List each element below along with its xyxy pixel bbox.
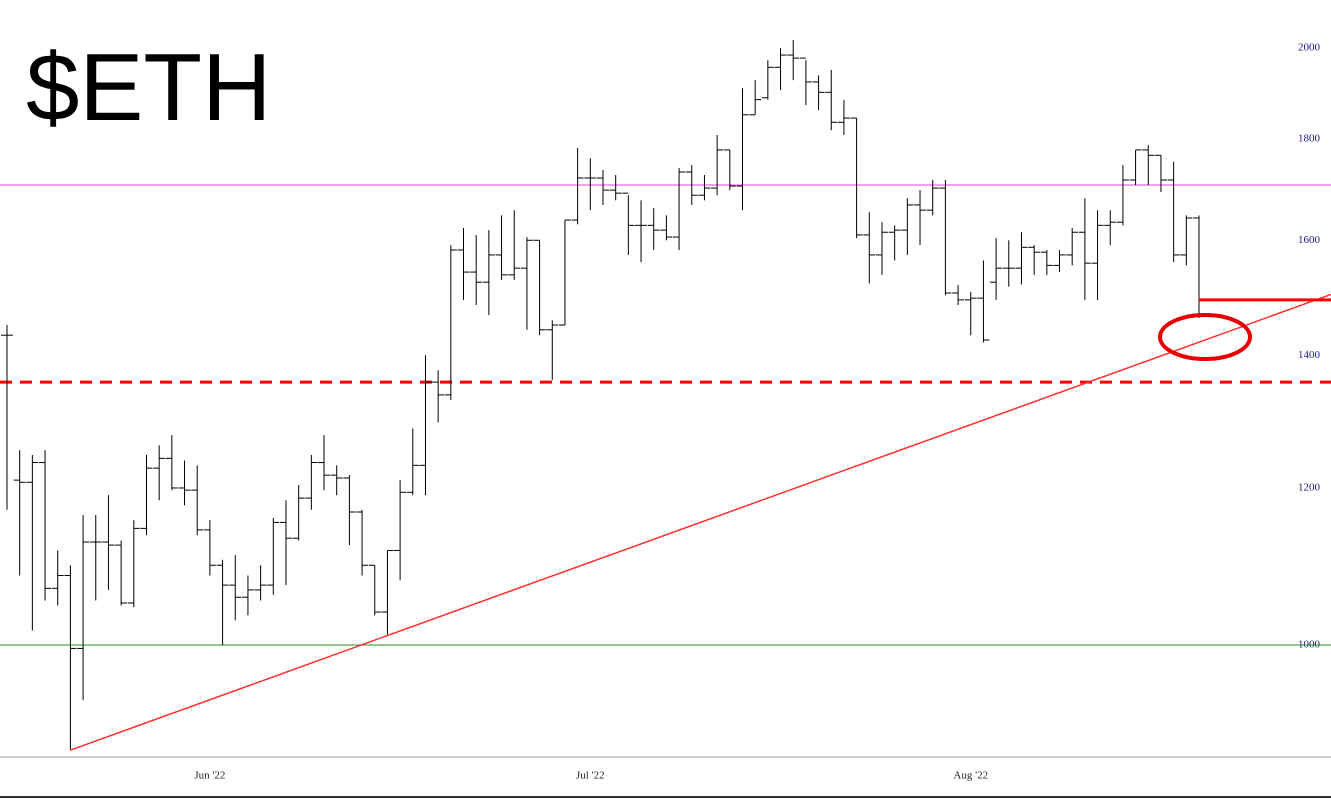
x-tick-label: Aug '22 xyxy=(953,770,988,782)
y-tick-label: 1200 xyxy=(1298,482,1321,494)
trendline xyxy=(70,293,1331,751)
y-tick-label: 1800 xyxy=(1298,132,1321,144)
x-tick-label: Jun '22 xyxy=(194,770,225,782)
y-tick-label: 1400 xyxy=(1298,349,1321,361)
y-tick-label: 1600 xyxy=(1298,234,1321,246)
x-tick-label: Jul '22 xyxy=(576,770,605,782)
y-tick-label: 2000 xyxy=(1298,42,1321,54)
highlight-ellipse xyxy=(1158,313,1252,361)
chart-title: $ETH xyxy=(26,34,271,141)
